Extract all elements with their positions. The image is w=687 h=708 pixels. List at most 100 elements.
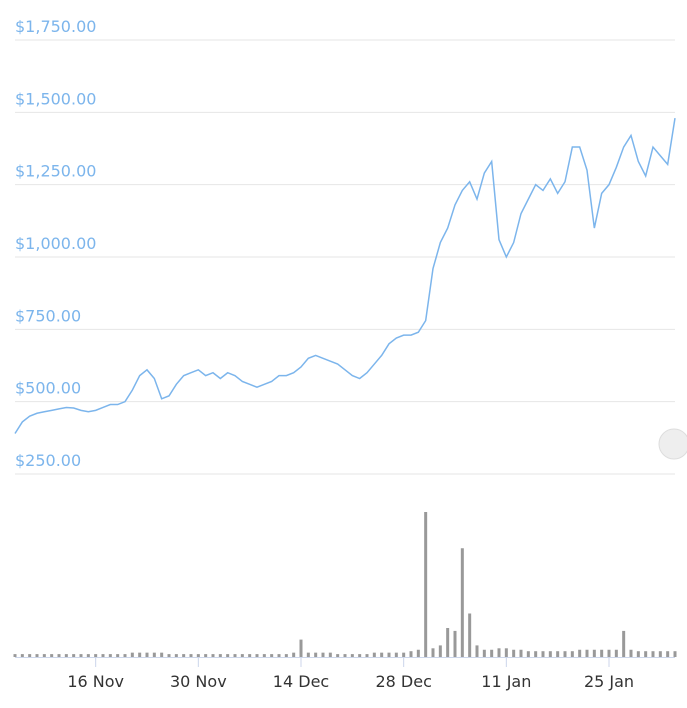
volume-bar [50, 654, 54, 657]
volume-bar [284, 654, 288, 657]
volume-bar [255, 654, 259, 657]
volume-bar [453, 630, 457, 657]
x-tick-label: 16 Nov [67, 672, 124, 691]
volume-bar [658, 651, 662, 657]
volume-bar [196, 654, 200, 657]
volume-bar [424, 512, 428, 657]
volume-bar [72, 654, 76, 657]
volume-bar [365, 654, 369, 657]
volume-bar [666, 651, 670, 657]
volume-bar [20, 654, 24, 657]
volume-bar [614, 649, 618, 657]
volume-bar [328, 652, 332, 657]
volume-bar [270, 654, 274, 657]
volume-bar [343, 654, 347, 657]
volume-bar [42, 654, 46, 657]
volume-bar [519, 649, 523, 657]
volume-bar [292, 652, 296, 657]
volume-bar [321, 652, 325, 657]
volume-bar [167, 654, 171, 657]
volume-bar [592, 649, 596, 657]
y-tick-label: $1,500.00 [15, 89, 96, 108]
watermark [658, 428, 687, 460]
volume-bar [431, 648, 435, 657]
volume-bar [57, 654, 61, 657]
volume-bar [160, 652, 164, 657]
volume-bar [526, 651, 530, 657]
volume-bar [218, 654, 222, 657]
y-tick-label: $250.00 [15, 451, 81, 470]
x-tick-label: 30 Nov [170, 672, 227, 691]
volume-bar [548, 651, 552, 657]
volume-bar [372, 652, 376, 657]
volume-bar [563, 651, 567, 657]
volume-bar [475, 645, 479, 657]
volume-bar [299, 639, 303, 657]
volume-bar [86, 654, 90, 657]
volume-bar [262, 654, 266, 657]
volume-bar [94, 654, 98, 657]
x-tick-label: 14 Dec [273, 672, 329, 691]
volume-bar [607, 649, 611, 657]
volume-bar [380, 652, 384, 657]
volume-bar [226, 654, 230, 657]
volume-bar [189, 654, 193, 657]
volume-bar [622, 630, 626, 657]
volume-bar [174, 654, 178, 657]
volume-bar [570, 651, 574, 657]
volume-bar [402, 652, 406, 657]
volume-bar [578, 649, 582, 657]
volume-bar [79, 654, 83, 657]
y-tick-label: $1,250.00 [15, 162, 96, 181]
volume-bar [277, 654, 281, 657]
volume-bar [116, 654, 120, 657]
volume-bar [28, 654, 32, 657]
volume-bar [651, 651, 655, 657]
volume-bar [358, 654, 362, 657]
volume-bar [314, 652, 318, 657]
volume-bar [504, 648, 508, 657]
x-tick-label: 11 Jan [481, 672, 531, 691]
volume-bar [673, 651, 677, 657]
volume-bar [446, 628, 450, 657]
volume-bar [387, 652, 391, 657]
volume-bar [182, 654, 186, 657]
volume-bar [350, 654, 354, 657]
volume-bar [629, 649, 633, 657]
volume-bar [64, 654, 68, 657]
volume-bar [240, 654, 244, 657]
volume-bar [416, 649, 420, 657]
volume-bar [512, 649, 516, 657]
volume-bar [145, 652, 149, 657]
volume-bar [482, 649, 486, 657]
volume-bar [101, 654, 105, 657]
x-tick-label: 28 Dec [375, 672, 431, 691]
y-tick-label: $1,750.00 [15, 17, 96, 36]
volume-bar [152, 652, 156, 657]
volume-bar [204, 654, 208, 657]
volume-bar [556, 651, 560, 657]
price-line [14, 118, 676, 434]
volume-bar [138, 652, 142, 657]
volume-bar [585, 649, 589, 657]
y-tick-label: $750.00 [15, 306, 81, 325]
volume-bar [644, 651, 648, 657]
volume-bar [490, 649, 494, 657]
y-tick-label: $1,000.00 [15, 234, 96, 253]
volume-bar [460, 548, 464, 657]
volume-bar [541, 651, 545, 657]
volume-bar [108, 654, 112, 657]
volume-bar [394, 652, 398, 657]
volume-bar [336, 654, 340, 657]
volume-bar [497, 648, 501, 657]
volume-bar [438, 645, 442, 657]
volume-bar [130, 652, 134, 657]
volume-bar [306, 652, 310, 657]
volume-bar [600, 649, 604, 657]
volume-bar [409, 651, 413, 657]
volume-bar [211, 654, 215, 657]
volume-bar [248, 654, 252, 657]
volume-bar [13, 654, 17, 657]
volume-bar [636, 651, 640, 657]
